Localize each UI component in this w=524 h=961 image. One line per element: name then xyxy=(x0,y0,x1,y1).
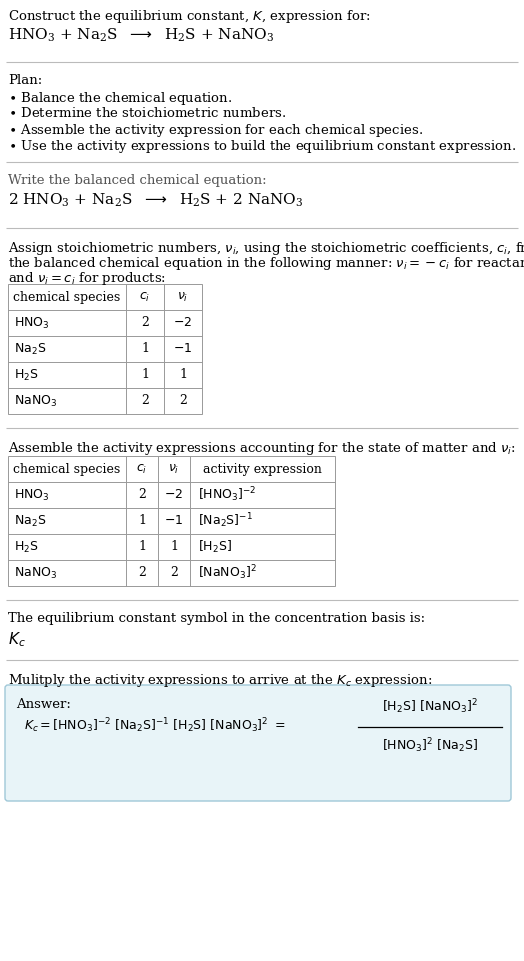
Text: $-1$: $-1$ xyxy=(173,342,193,356)
Text: $[\mathrm{H_2S}]$: $[\mathrm{H_2S}]$ xyxy=(198,539,232,555)
Text: 1: 1 xyxy=(170,540,178,554)
FancyBboxPatch shape xyxy=(5,685,511,801)
Text: $\mathregular{2\ HNO_3}$ + $\mathregular{Na_2S}$  $\longrightarrow$  $\mathregul: $\mathregular{2\ HNO_3}$ + $\mathregular… xyxy=(8,192,303,209)
Text: $c_i$: $c_i$ xyxy=(136,462,148,476)
Text: $\mathrm{H_2S}$: $\mathrm{H_2S}$ xyxy=(14,539,39,554)
Text: $[\mathrm{Na_2S}]^{-1}$: $[\mathrm{Na_2S}]^{-1}$ xyxy=(198,511,253,530)
Text: Answer:: Answer: xyxy=(16,698,71,711)
Text: and $\nu_i = c_i$ for products:: and $\nu_i = c_i$ for products: xyxy=(8,270,166,287)
Text: $\mathrm{H_2S}$: $\mathrm{H_2S}$ xyxy=(14,367,39,382)
Text: $-1$: $-1$ xyxy=(165,514,183,528)
Text: The equilibrium constant symbol in the concentration basis is:: The equilibrium constant symbol in the c… xyxy=(8,612,425,625)
Bar xyxy=(8,456,335,586)
Text: $\nu_i$: $\nu_i$ xyxy=(168,462,180,476)
Text: $\bullet$ Assemble the activity expression for each chemical species.: $\bullet$ Assemble the activity expressi… xyxy=(8,122,423,139)
Text: Write the balanced chemical equation:: Write the balanced chemical equation: xyxy=(8,174,267,187)
Text: $[\mathrm{HNO_3}]^{-2}$: $[\mathrm{HNO_3}]^{-2}$ xyxy=(198,485,256,505)
Text: $\bullet$ Use the activity expressions to build the equilibrium constant express: $\bullet$ Use the activity expressions t… xyxy=(8,138,516,155)
Text: $\nu_i$: $\nu_i$ xyxy=(177,290,189,304)
Text: 1: 1 xyxy=(179,368,187,382)
Text: $K_c$: $K_c$ xyxy=(8,630,26,649)
Text: 1: 1 xyxy=(138,514,146,528)
Text: $\mathrm{NaNO_3}$: $\mathrm{NaNO_3}$ xyxy=(14,393,57,408)
Text: 2: 2 xyxy=(170,566,178,579)
Text: $-2$: $-2$ xyxy=(165,488,183,502)
Text: $[\mathrm{HNO_3}]^2\ [\mathrm{Na_2S}]$: $[\mathrm{HNO_3}]^2\ [\mathrm{Na_2S}]$ xyxy=(382,737,478,755)
Text: $-2$: $-2$ xyxy=(173,316,192,330)
Text: $K_c = [\mathrm{HNO_3}]^{-2}\ [\mathrm{Na_2S}]^{-1}\ [\mathrm{H_2S}]\ [\mathrm{N: $K_c = [\mathrm{HNO_3}]^{-2}\ [\mathrm{N… xyxy=(24,717,286,735)
Text: 1: 1 xyxy=(141,368,149,382)
Text: $\mathregular{HNO_3}$ + $\mathregular{Na_2S}$  $\longrightarrow$  $\mathregular{: $\mathregular{HNO_3}$ + $\mathregular{Na… xyxy=(8,27,274,44)
Text: 2: 2 xyxy=(141,395,149,407)
Text: $\mathrm{Na_2S}$: $\mathrm{Na_2S}$ xyxy=(14,341,46,357)
Text: 1: 1 xyxy=(138,540,146,554)
Text: activity expression: activity expression xyxy=(203,462,322,476)
Text: the balanced chemical equation in the following manner: $\nu_i = -c_i$ for react: the balanced chemical equation in the fo… xyxy=(8,255,524,272)
Text: $\mathrm{Na_2S}$: $\mathrm{Na_2S}$ xyxy=(14,513,46,529)
Text: $\bullet$ Determine the stoichiometric numbers.: $\bullet$ Determine the stoichiometric n… xyxy=(8,106,286,120)
Bar xyxy=(8,284,202,414)
Text: Plan:: Plan: xyxy=(8,74,42,87)
Text: chemical species: chemical species xyxy=(14,462,121,476)
Text: $[\mathrm{NaNO_3}]^2$: $[\mathrm{NaNO_3}]^2$ xyxy=(198,564,257,582)
Text: 2: 2 xyxy=(138,488,146,502)
Text: $c_i$: $c_i$ xyxy=(139,290,150,304)
Text: Construct the equilibrium constant, $K$, expression for:: Construct the equilibrium constant, $K$,… xyxy=(8,8,370,25)
Text: $\mathrm{NaNO_3}$: $\mathrm{NaNO_3}$ xyxy=(14,565,57,580)
Text: $\mathrm{HNO_3}$: $\mathrm{HNO_3}$ xyxy=(14,487,50,503)
Text: $\mathrm{HNO_3}$: $\mathrm{HNO_3}$ xyxy=(14,315,50,331)
Text: 1: 1 xyxy=(141,342,149,356)
Text: 2: 2 xyxy=(179,395,187,407)
Text: 2: 2 xyxy=(141,316,149,330)
Text: chemical species: chemical species xyxy=(14,290,121,304)
Text: $\bullet$ Balance the chemical equation.: $\bullet$ Balance the chemical equation. xyxy=(8,90,233,107)
Text: 2: 2 xyxy=(138,566,146,579)
Text: Assign stoichiometric numbers, $\nu_i$, using the stoichiometric coefficients, $: Assign stoichiometric numbers, $\nu_i$, … xyxy=(8,240,524,257)
Text: $[\mathrm{H_2S}]\ [\mathrm{NaNO_3}]^2$: $[\mathrm{H_2S}]\ [\mathrm{NaNO_3}]^2$ xyxy=(382,698,478,716)
Text: Mulitply the activity expressions to arrive at the $K_c$ expression:: Mulitply the activity expressions to arr… xyxy=(8,672,432,689)
Text: Assemble the activity expressions accounting for the state of matter and $\nu_i$: Assemble the activity expressions accoun… xyxy=(8,440,516,457)
